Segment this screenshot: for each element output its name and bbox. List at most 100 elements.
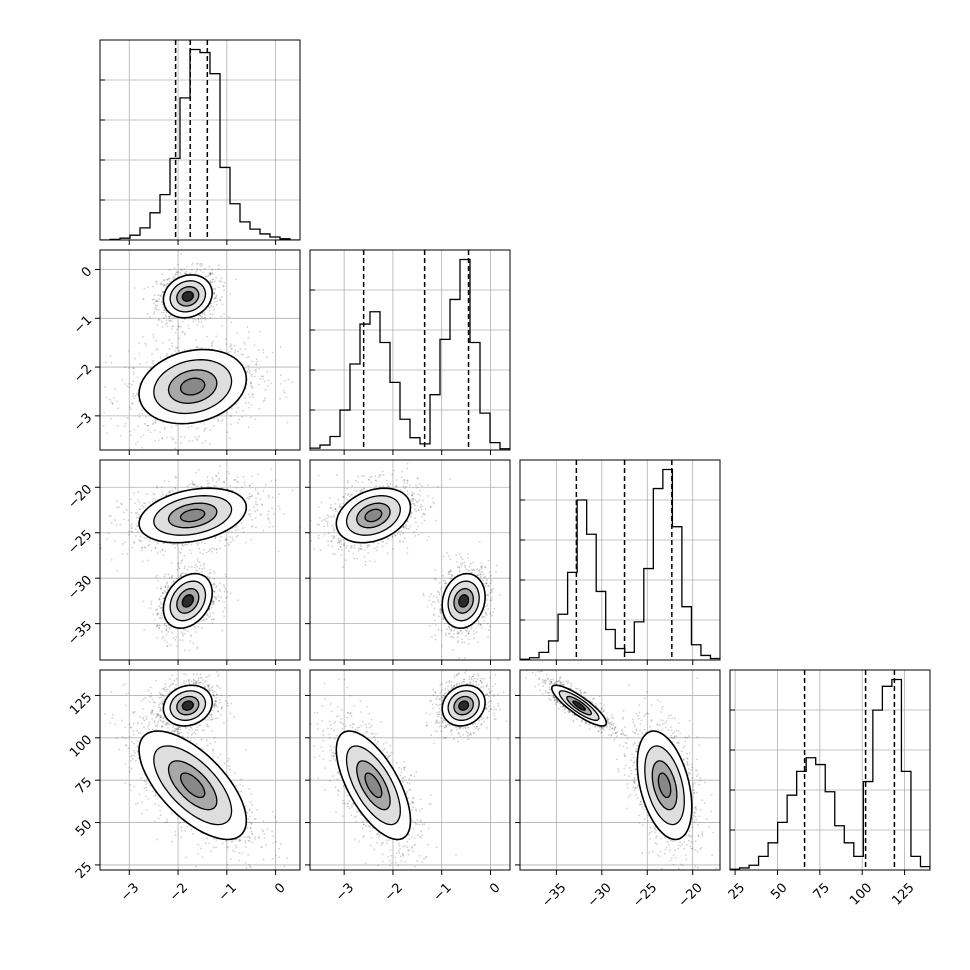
scatter-point <box>211 477 214 479</box>
scatter-point <box>480 623 482 626</box>
scatter-point <box>430 593 433 596</box>
scatter-point <box>144 502 147 505</box>
scatter-point <box>483 608 486 611</box>
scatter-point <box>134 528 137 531</box>
scatter-point <box>156 608 159 611</box>
scatter-point <box>215 335 218 338</box>
scatter-point <box>203 567 206 570</box>
scatter-point <box>251 387 254 390</box>
scatter-point <box>211 344 213 347</box>
scatter-point <box>229 541 232 543</box>
scatter-point <box>174 475 177 478</box>
scatter-point <box>196 427 198 430</box>
scatter-point <box>187 426 190 429</box>
scatter-point <box>208 442 211 445</box>
scatter-point <box>230 321 232 324</box>
scatter-point <box>223 601 225 603</box>
scatter-point <box>191 482 194 485</box>
scatter-point <box>172 580 175 583</box>
scatter-point <box>176 569 179 571</box>
scatter-point <box>171 543 174 546</box>
scatter-point <box>221 324 223 327</box>
scatter-point <box>186 568 189 571</box>
scatter-point <box>440 629 443 632</box>
scatter-point <box>165 315 167 318</box>
scatter-point <box>190 635 193 638</box>
scatter-point <box>186 265 188 268</box>
scatter-point <box>257 473 260 476</box>
scatter-point <box>184 333 186 336</box>
scatter-point <box>483 616 486 618</box>
scatter-point <box>152 333 155 336</box>
scatter-point <box>160 601 162 604</box>
scatter-point <box>230 344 233 347</box>
scatter-point <box>201 312 204 315</box>
scatter-point <box>171 328 173 330</box>
scatter-point <box>229 415 232 418</box>
scatter-point <box>478 573 481 576</box>
scatter-point <box>243 484 246 486</box>
scatter-point <box>209 281 212 283</box>
scatter-point <box>108 398 111 401</box>
scatter-point <box>175 424 177 427</box>
scatter-point <box>159 356 162 359</box>
scatter-point <box>132 392 135 395</box>
scatter-point <box>187 324 190 327</box>
scatter-point <box>495 571 497 574</box>
scatter-point <box>218 540 221 542</box>
scatter-point <box>195 270 198 273</box>
scatter-point <box>222 284 225 287</box>
scatter-point <box>472 561 475 564</box>
scatter-point <box>223 289 226 292</box>
scatter-point <box>175 577 178 580</box>
scatter-point <box>199 564 202 567</box>
scatter-point <box>434 578 437 581</box>
scatter-point <box>218 479 220 481</box>
scatter-point <box>171 574 174 577</box>
scatter-point <box>258 367 261 370</box>
scatter-point <box>181 269 184 272</box>
scatter-point <box>215 294 218 297</box>
scatter-point <box>155 541 158 544</box>
scatter-point <box>130 527 133 530</box>
scatter-point <box>158 624 161 627</box>
scatter-panel-2-0: −35−30−25−20 <box>65 459 301 665</box>
scatter-point <box>433 601 436 604</box>
scatter-point <box>162 597 165 600</box>
scatter-point <box>248 492 251 495</box>
scatter-point <box>485 605 487 608</box>
scatter-point <box>210 342 213 345</box>
scatter-point <box>248 485 251 487</box>
scatter-point <box>133 541 136 544</box>
scatter-point <box>156 587 159 590</box>
scatter-point <box>213 577 216 580</box>
scatter-point <box>470 626 473 628</box>
scatter-point <box>206 575 209 578</box>
scatter-point <box>200 262 203 265</box>
scatter-point <box>492 588 495 590</box>
scatter-point <box>97 438 99 440</box>
scatter-point <box>259 513 261 516</box>
scatter-point <box>183 554 186 557</box>
scatter-point <box>146 312 149 315</box>
scatter-point <box>153 493 156 496</box>
scatter-point <box>265 356 268 359</box>
scatter-point <box>274 479 277 482</box>
scatter-point <box>196 263 199 265</box>
scatter-point <box>237 406 240 409</box>
scatter-point <box>113 540 116 543</box>
scatter-point <box>173 276 176 279</box>
scatter-point <box>155 309 158 311</box>
scatter-point <box>191 439 194 442</box>
scatter-point <box>431 600 434 603</box>
scatter-point <box>229 536 232 538</box>
scatter-point <box>291 381 294 383</box>
scatter-point <box>464 629 467 632</box>
scatter-point <box>428 595 431 598</box>
scatter-point <box>261 377 264 380</box>
scatter-point <box>478 571 481 573</box>
scatter-point <box>137 498 140 501</box>
scatter-point <box>231 537 234 539</box>
scatter-point <box>211 280 214 283</box>
